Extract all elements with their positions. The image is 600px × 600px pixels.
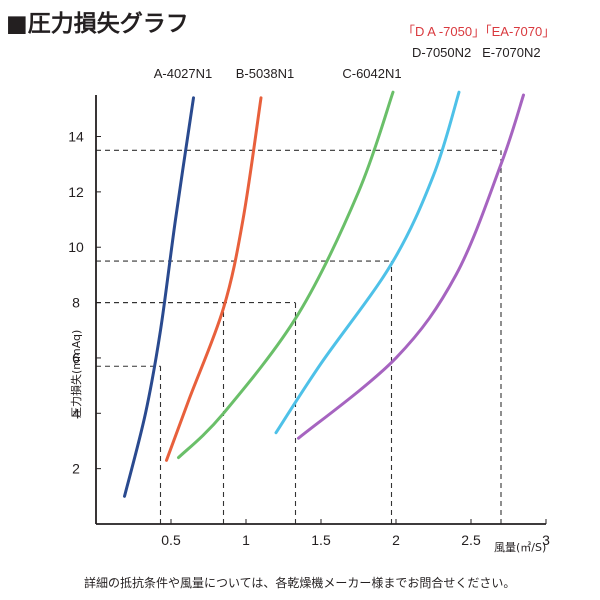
y-tick-label: 2 [72, 461, 80, 477]
y-tick-label: 6 [72, 350, 80, 366]
x-tick-label: 2.5 [461, 532, 481, 548]
series-line-c-6042n1 [177, 90, 395, 460]
legend-red-models: 「D A -7050」「EA-7070」 [402, 24, 555, 39]
footnote: 詳細の抵抗条件や風量については、各乾燥機メーカー様までお問合せください。 [84, 576, 516, 590]
y-tick-label: 14 [68, 129, 84, 145]
y-tick-label: 4 [72, 405, 80, 421]
x-tick-label: 0.5 [161, 532, 181, 548]
x-tick-label: 2 [392, 532, 400, 548]
series-line-e-7070n2 [297, 93, 525, 440]
reference-lines [96, 149, 502, 524]
series-line-b-5038n1 [165, 96, 263, 462]
legend-models-line2: D-7050N2 E-7070N2 [412, 45, 541, 60]
y-tick-label: 8 [72, 295, 80, 311]
y-tick-label: 10 [68, 239, 84, 255]
y-tick-label: 12 [68, 184, 84, 200]
series-label-b-5038n1: B-5038N1 [236, 66, 295, 81]
series-line-a-4027n1 [123, 96, 195, 498]
series-line-d-7050n2 [274, 90, 461, 435]
series-label-c-6042n1: C-6042N1 [342, 66, 401, 81]
x-tick-label: 1.5 [311, 532, 331, 548]
series-labels: A-4027N1 B-5038N1 C-6042N1 [154, 66, 402, 81]
x-tick-label: 1 [242, 532, 250, 548]
page-title: ■圧力損失グラフ [6, 11, 189, 37]
y-axis-title: 圧力損失(mmAq) [69, 330, 83, 418]
x-axis-title: 風量(㎥/S) [494, 541, 546, 554]
series-lines [123, 90, 525, 498]
series-label-a-4027n1: A-4027N1 [154, 66, 213, 81]
x-tick-label: 3 [542, 532, 550, 548]
axis-ticks: 2 4 6 8 10 12 14 0.5 1 1.5 2 2.5 3 [68, 129, 550, 548]
